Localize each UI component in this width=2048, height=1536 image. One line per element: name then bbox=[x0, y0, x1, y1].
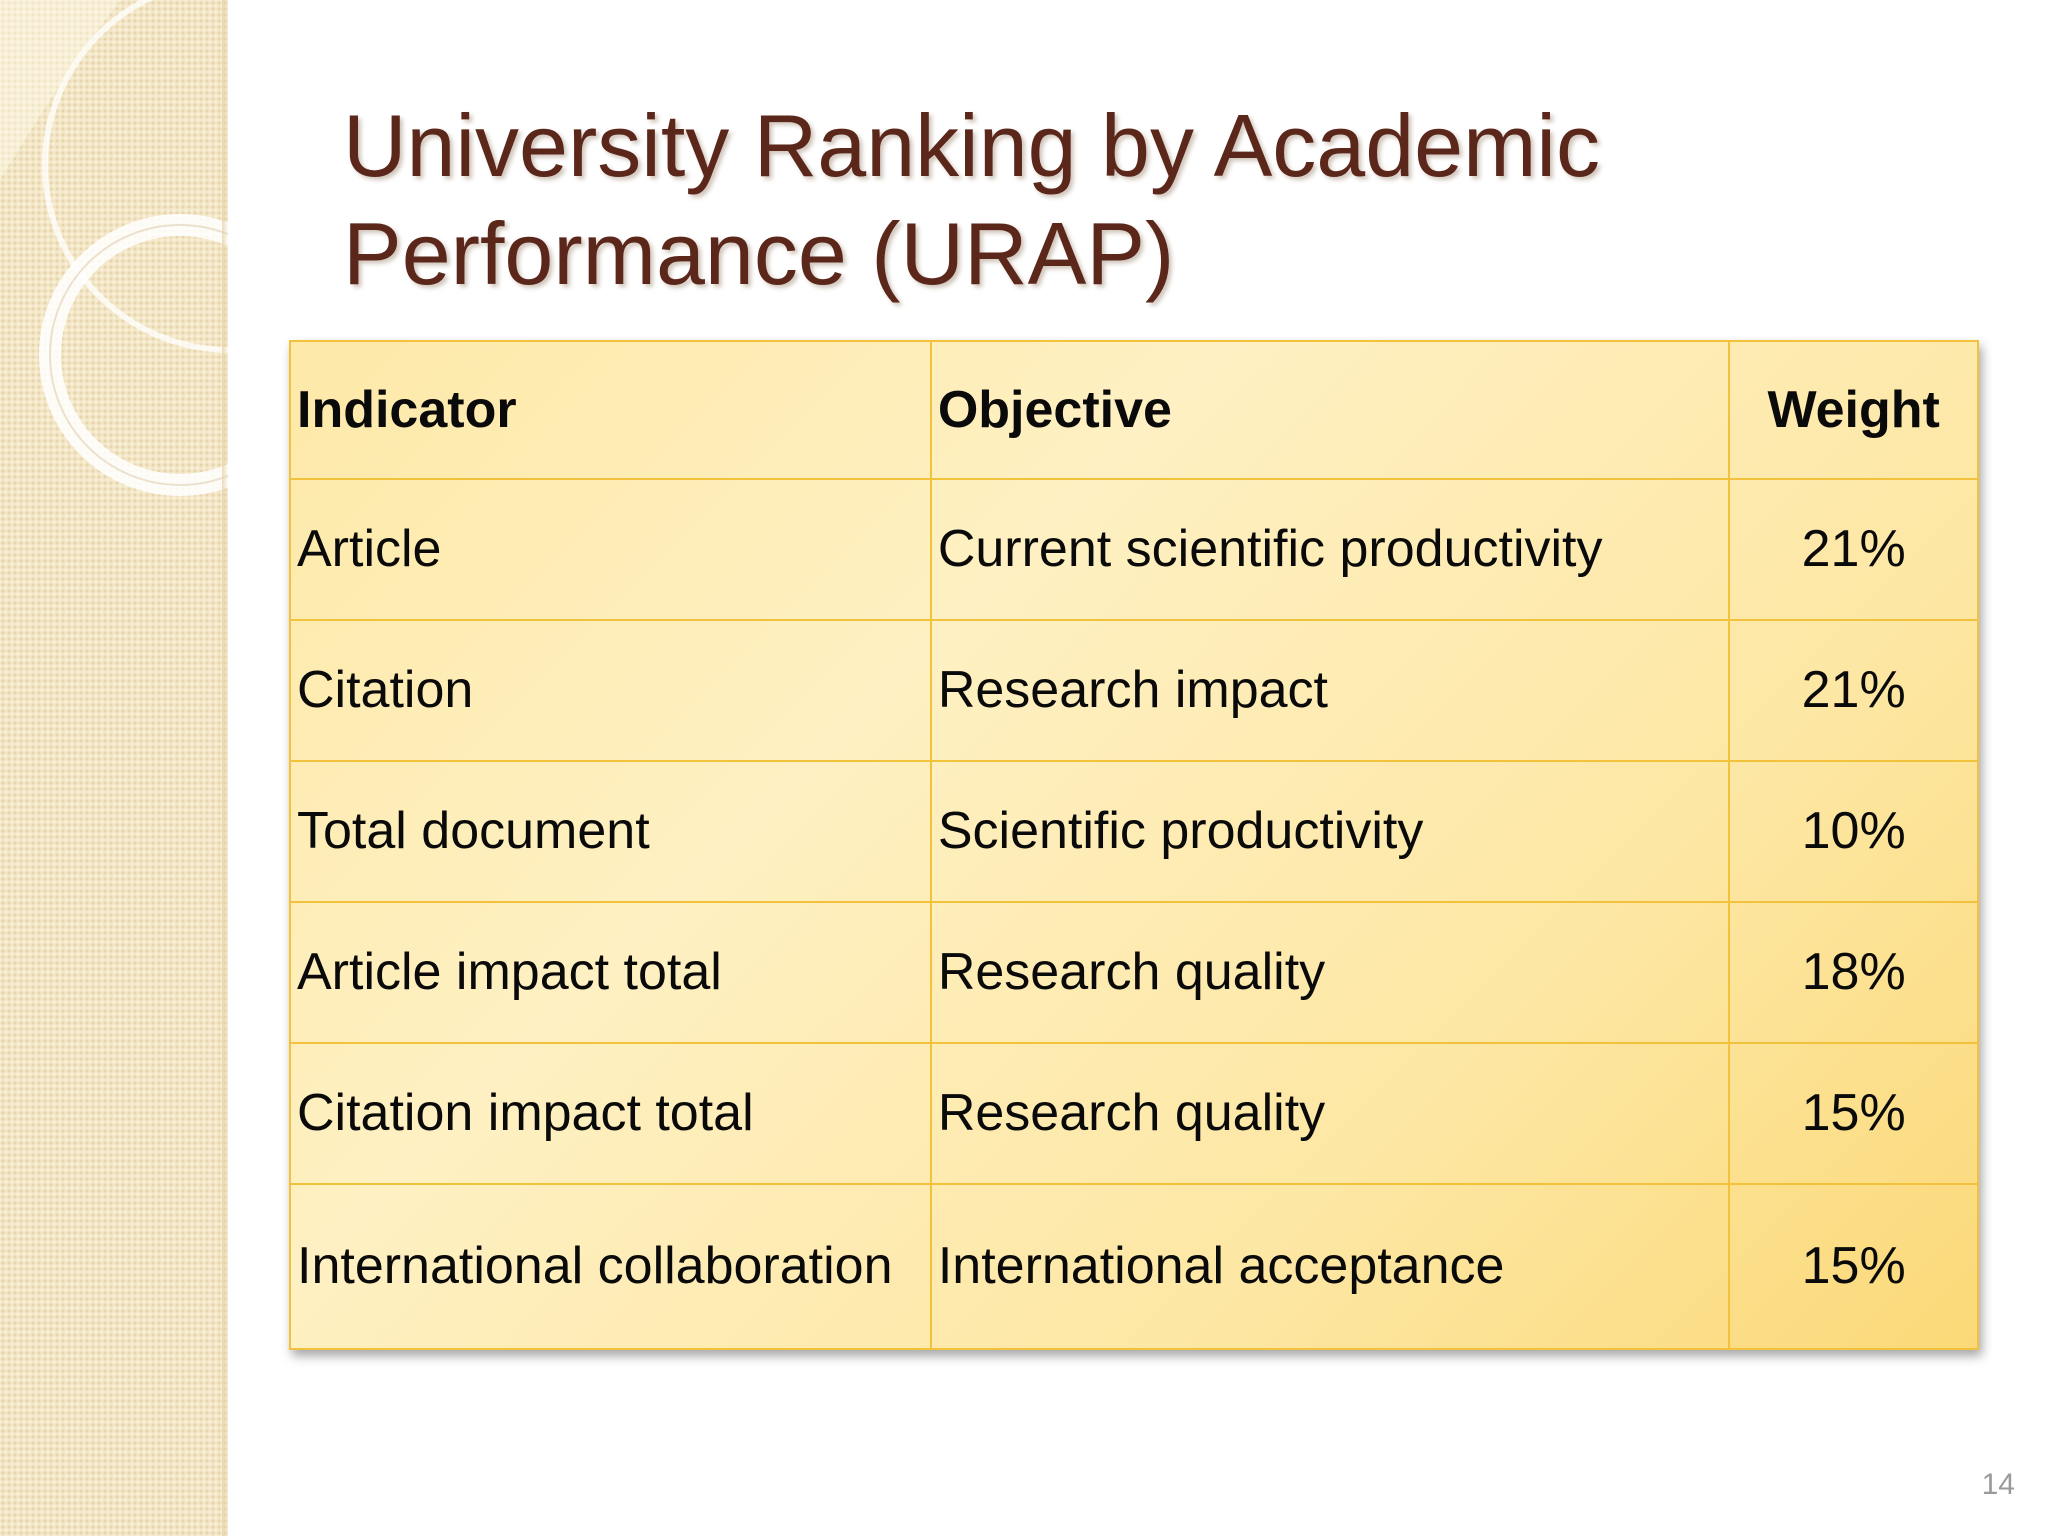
decorative-side-band bbox=[0, 0, 228, 1536]
header-weight: Weight bbox=[1728, 340, 1979, 480]
weight-cell: 18% bbox=[1728, 900, 1979, 1044]
objective-cell: Research quality bbox=[929, 900, 1731, 1044]
table-row: Article Current scientific productivity … bbox=[289, 478, 1979, 621]
objective-cell: Research quality bbox=[929, 1041, 1731, 1185]
objective-cell: International acceptance bbox=[929, 1182, 1731, 1351]
slide-page-number: 14 bbox=[1981, 1468, 2015, 1501]
slide-title-line-1: University Ranking by Academic bbox=[343, 96, 1600, 195]
indicator-cell: Citation impact total bbox=[289, 1041, 932, 1185]
slide-title-line-2: Performance (URAP) bbox=[343, 204, 1175, 303]
objective-cell: Research impact bbox=[929, 618, 1731, 762]
weight-cell: 15% bbox=[1728, 1182, 1979, 1351]
table-row: Article impact total Research quality 18… bbox=[289, 900, 1979, 1044]
weight-cell: 10% bbox=[1728, 759, 1979, 903]
table-row: International collaboration Internationa… bbox=[289, 1182, 1979, 1351]
decorative-rings bbox=[0, 0, 228, 496]
header-objective: Objective bbox=[929, 340, 1731, 480]
indicator-cell: Article bbox=[289, 478, 932, 621]
objective-cell: Current scientific productivity bbox=[929, 478, 1731, 621]
table-row: Total document Scientific productivity 1… bbox=[289, 759, 1979, 903]
indicator-cell: International collaboration bbox=[289, 1182, 932, 1351]
weight-cell: 21% bbox=[1728, 478, 1979, 621]
table-row: Citation Research impact 21% bbox=[289, 618, 1979, 762]
objective-cell: Scientific productivity bbox=[929, 759, 1731, 903]
table-row: Citation impact total Research quality 1… bbox=[289, 1041, 1979, 1185]
urap-indicator-table: Indicator Objective Weight Article Curre… bbox=[289, 340, 1979, 1351]
indicator-table: Indicator Objective Weight Article Curre… bbox=[289, 340, 1979, 1351]
side-band-edge bbox=[222, 0, 228, 1536]
weight-cell: 15% bbox=[1728, 1041, 1979, 1185]
header-indicator: Indicator bbox=[289, 340, 932, 480]
indicator-cell: Citation bbox=[289, 618, 932, 762]
slide-title: University Ranking by Academic Performan… bbox=[343, 92, 1843, 308]
table-header-row: Indicator Objective Weight bbox=[289, 340, 1979, 480]
indicator-cell: Total document bbox=[289, 759, 932, 903]
weight-cell: 21% bbox=[1728, 618, 1979, 762]
indicator-cell: Article impact total bbox=[289, 900, 932, 1044]
